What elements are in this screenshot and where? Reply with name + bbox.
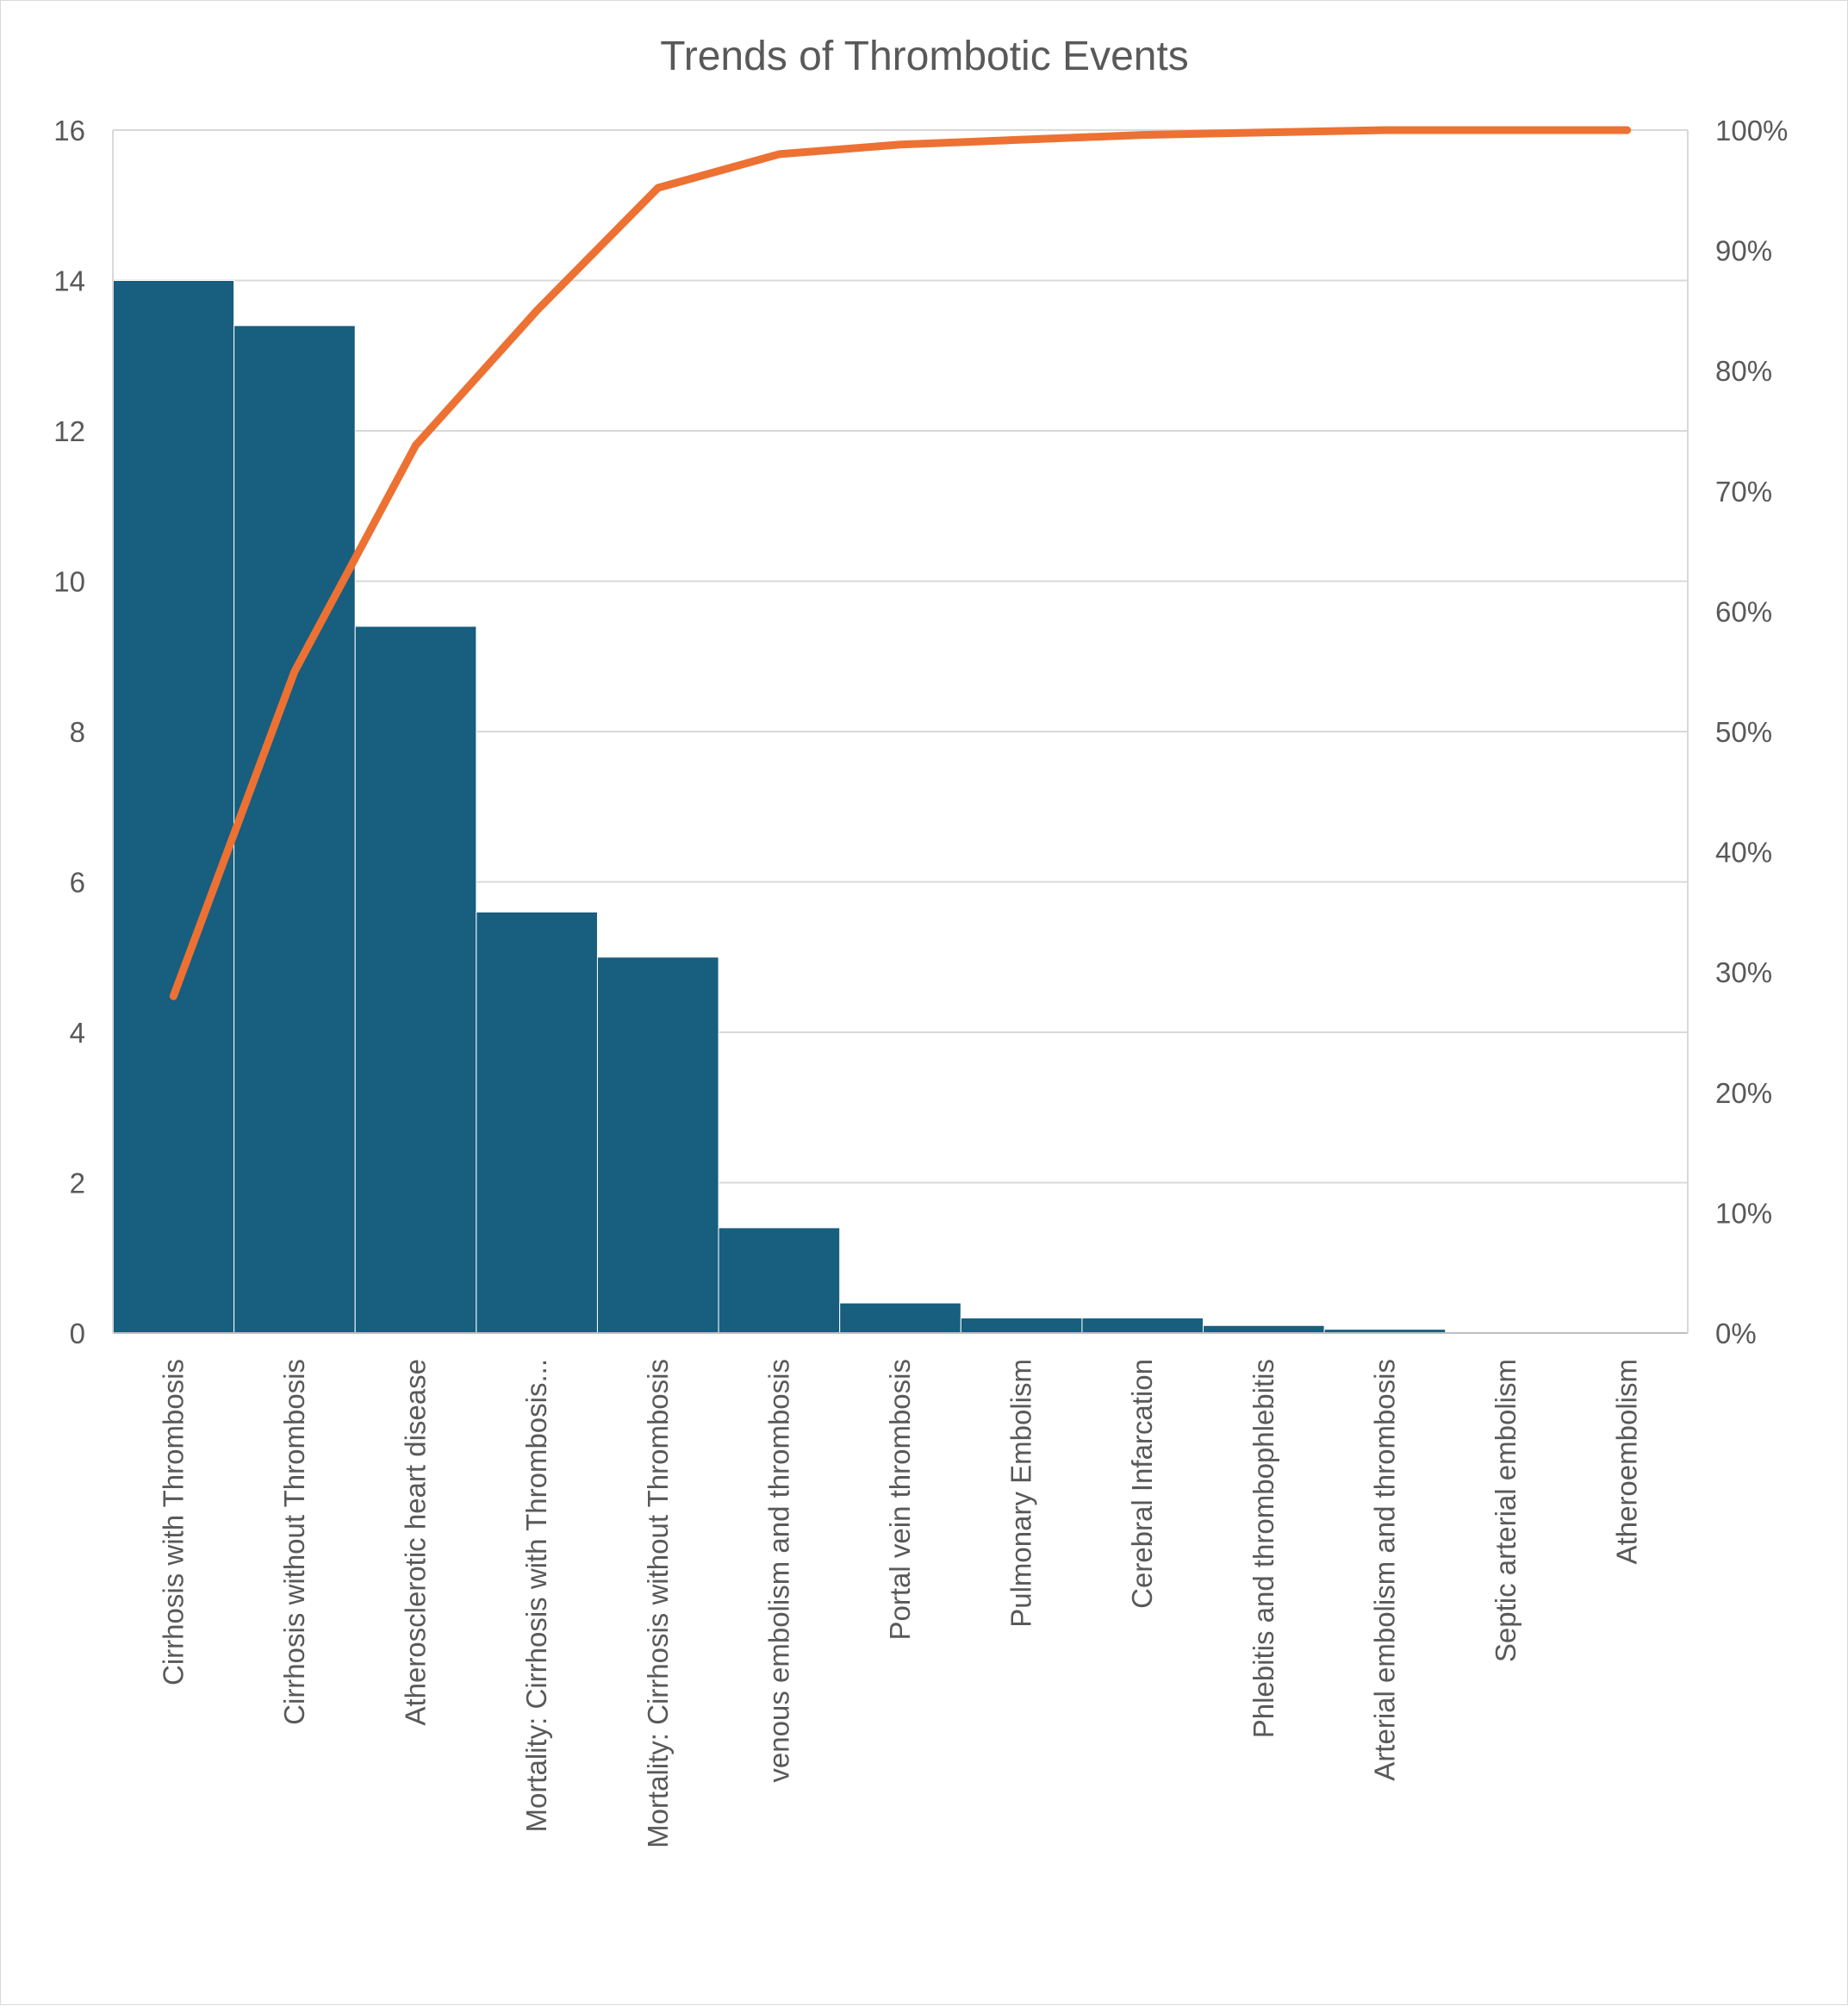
right-tick-label: 60% [1715,595,1772,627]
left-tick-label: 2 [70,1168,85,1199]
category-label: Mortality: Cirrhosis without Thrombosis [642,1359,674,1848]
right-tick-label: 70% [1715,476,1772,508]
right-tick-label: 80% [1715,355,1772,387]
category-label: venous embolism and thrombosis [762,1359,794,1783]
axes [112,130,1689,1334]
category-label: Portal vein thrombosis [884,1359,916,1640]
category-label: Arterial embolism and thrombosis [1368,1359,1400,1781]
bar [354,626,477,1334]
bar [596,956,719,1334]
right-tick-label: 50% [1715,716,1772,748]
right-tick-label: 100% [1715,115,1788,146]
chart-title: Trends of Thrombotic Events [660,34,1189,79]
left-tick-label: 0 [70,1318,85,1349]
category-label: Pulmonary Embolism [1005,1359,1037,1628]
bar [1081,1318,1204,1334]
left-tick-label: 10 [53,566,85,598]
bar [112,280,235,1334]
right-tick-label: 20% [1715,1077,1772,1109]
category-label: Cirrhosis with Thrombosis [157,1359,189,1685]
bar [839,1302,961,1334]
bar [718,1227,841,1334]
bar [960,1318,1083,1334]
bars [112,280,1447,1334]
cumulative-percent-line [169,126,1632,1000]
left-tick-label: 12 [53,415,85,447]
right-tick-label: 0% [1715,1318,1757,1349]
right-tick-label: 90% [1715,235,1772,267]
right-axis-ticks: 0% 10% 20% 30% 40% 50% 60% 70% 80% 90% 100% [1715,115,1788,1349]
bar [233,325,356,1334]
category-label: Atherosclerotic heart disease [400,1359,432,1726]
left-tick-label: 4 [70,1017,85,1049]
category-label: Phlebitis and thrombophlebitis [1248,1359,1279,1738]
bar [1203,1324,1325,1334]
right-tick-label: 30% [1715,956,1772,988]
category-label: Septic arterial embolism [1490,1359,1521,1662]
right-tick-label: 10% [1715,1197,1772,1229]
left-axis-ticks: 0 2 4 6 8 10 12 14 16 [53,115,85,1349]
bar [476,911,598,1334]
right-tick-label: 40% [1715,837,1772,869]
left-tick-label: 8 [70,716,85,748]
category-label: Atheroembolism [1611,1359,1643,1564]
cumulative-line [169,126,1632,1000]
category-label: Mortality: Cirrhosis with Thrombosis... [520,1359,552,1833]
left-tick-label: 6 [70,867,85,899]
category-label: Cirrhosis without Thrombosis [278,1359,310,1725]
category-labels: Cirrhosis with Thrombosis Cirrhosis witho… [157,1359,1642,1848]
category-label: Cerebral Infarcation [1126,1359,1158,1609]
left-tick-label: 14 [53,265,85,297]
left-tick-label: 16 [53,115,85,146]
